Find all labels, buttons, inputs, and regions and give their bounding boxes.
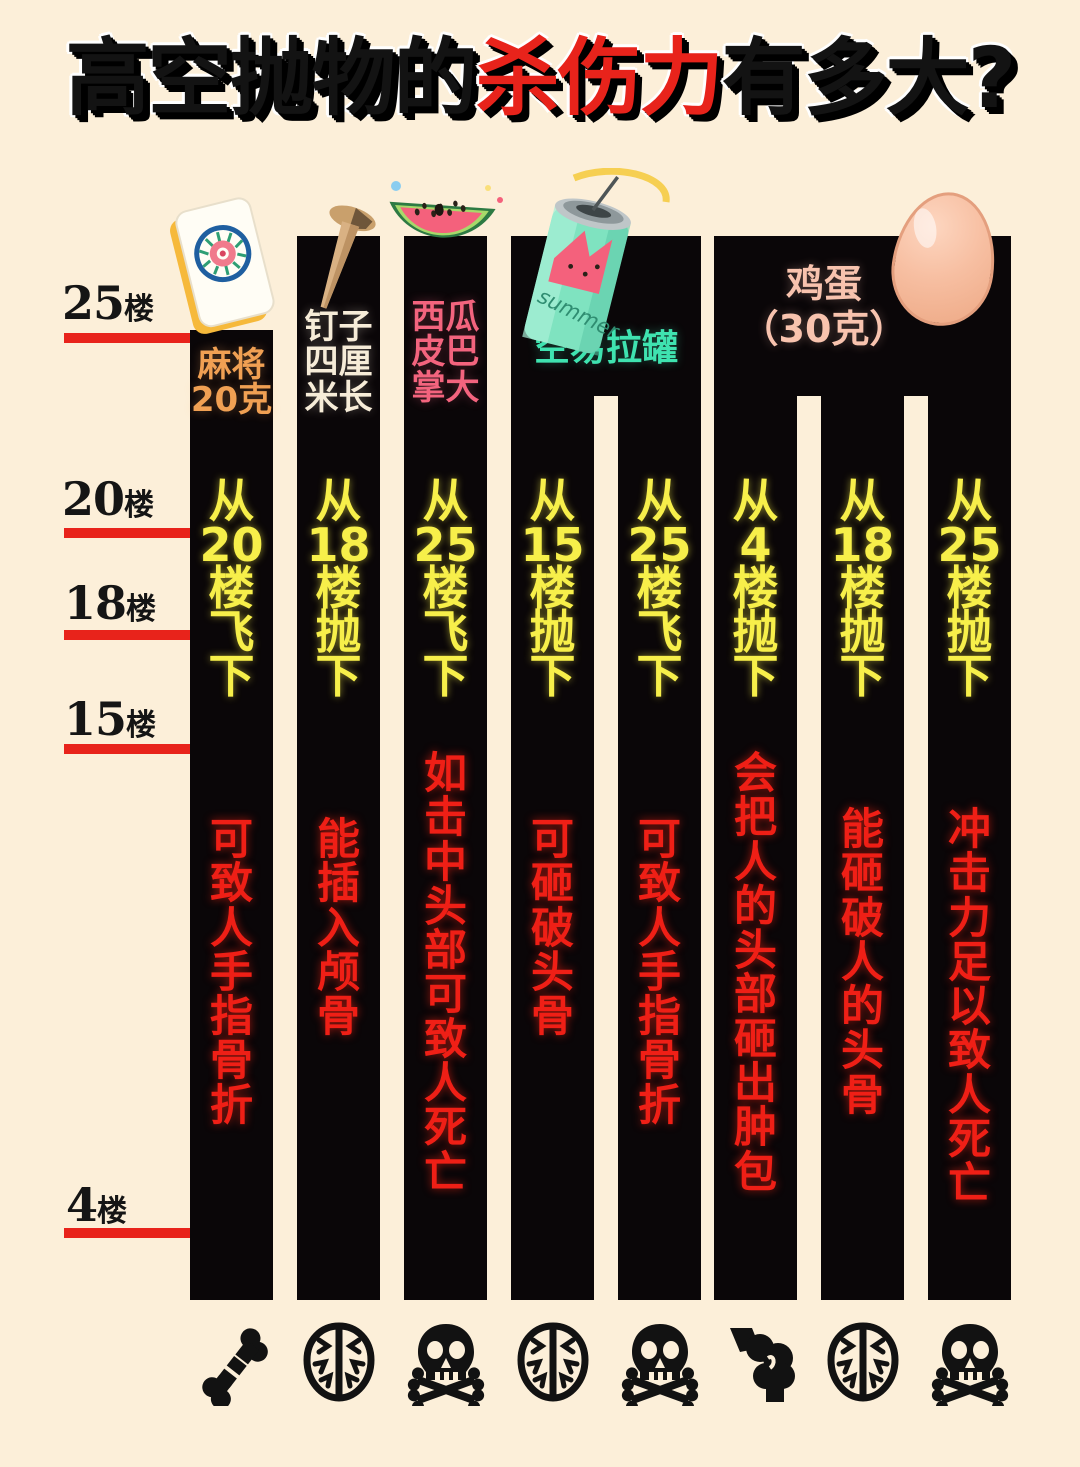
page-title-part2: 有多大? bbox=[721, 29, 1017, 127]
axis-label-25: 25楼 bbox=[62, 276, 155, 330]
bar-from-can-25f: 从 25 楼飞下 bbox=[627, 474, 692, 703]
axis-line-20 bbox=[64, 528, 194, 538]
brain-icon bbox=[511, 1318, 595, 1406]
bar-egg-18f bbox=[821, 236, 904, 1300]
bar-damage-can-25f: 可致人手指骨折 bbox=[638, 815, 681, 1131]
bar-mahjong bbox=[190, 330, 273, 1300]
bar-damage-watermelon: 如击中头部可致人死亡 bbox=[424, 749, 467, 1198]
bar-from-watermelon: 从 25 楼飞下 bbox=[413, 474, 478, 703]
caption-watermelon: 西瓜 皮巴 掌大 bbox=[411, 297, 480, 408]
bar-from-egg-25f: 从 25 楼抛下 bbox=[937, 474, 1002, 703]
empty-soda-can-icon: summer bbox=[510, 167, 690, 373]
bar-damage-egg-25f: 冲击力足以致人死亡 bbox=[948, 805, 991, 1210]
axis-line-18 bbox=[64, 630, 194, 640]
bar-egg-25f bbox=[928, 236, 1011, 1300]
bar-damage-egg-4f: 会把人的头部砸出肿包 bbox=[734, 749, 777, 1198]
bar-from-can-15f: 从 15 楼抛下 bbox=[520, 474, 585, 703]
bar-nail bbox=[297, 236, 380, 1300]
axis-label-4: 4楼 bbox=[66, 1178, 128, 1232]
axis-line-15 bbox=[64, 744, 194, 754]
mahjong-tile-icon bbox=[163, 196, 283, 351]
bar-watermelon bbox=[404, 236, 487, 1300]
bar-damage-can-15f: 可砸破头骨 bbox=[531, 815, 574, 1043]
caption-mahjong: 麻将 20克 bbox=[190, 345, 273, 421]
page-title-part1: 高空抛物的 bbox=[65, 29, 478, 127]
bar-from-mahjong: 从 20 楼飞下 bbox=[199, 474, 264, 703]
nail-icon bbox=[298, 198, 378, 333]
brain-icon bbox=[821, 1318, 905, 1406]
brain-icon bbox=[297, 1318, 381, 1406]
skull-crossbones-icon bbox=[928, 1318, 1012, 1413]
watermelon-rind-icon bbox=[386, 176, 508, 289]
axis-label-18: 18楼 bbox=[64, 576, 157, 630]
bar-from-egg-18f: 从 18 楼抛下 bbox=[830, 474, 895, 703]
skull-crossbones-icon bbox=[404, 1318, 488, 1413]
page-title: 高空抛物的杀伤力有多大? bbox=[0, 36, 1080, 120]
page-title-highlight: 杀伤力 bbox=[475, 29, 724, 127]
bone-joint-swelling-icon bbox=[726, 1318, 810, 1406]
broken-bone-icon bbox=[190, 1318, 274, 1409]
axis-line-4 bbox=[64, 1228, 194, 1238]
skull-crossbones-icon bbox=[618, 1318, 702, 1413]
bar-damage-egg-18f: 能砸破人的头骨 bbox=[841, 805, 884, 1121]
bar-egg-4f bbox=[714, 236, 797, 1300]
axis-label-20: 20楼 bbox=[62, 472, 155, 526]
axis-line-25 bbox=[64, 333, 194, 343]
bar-from-nail: 从 18 楼抛下 bbox=[306, 474, 371, 703]
bar-can-25f bbox=[618, 236, 701, 1300]
bar-damage-mahjong: 可致人手指骨折 bbox=[210, 815, 253, 1131]
bar-damage-nail: 能插入颅骨 bbox=[317, 815, 360, 1043]
bar-can-15f bbox=[511, 236, 594, 1300]
caption-egg: 鸡蛋 （30克） bbox=[740, 262, 908, 351]
axis-label-15: 15楼 bbox=[64, 692, 157, 746]
caption-nail: 钉子 四厘 米长 bbox=[304, 307, 373, 418]
